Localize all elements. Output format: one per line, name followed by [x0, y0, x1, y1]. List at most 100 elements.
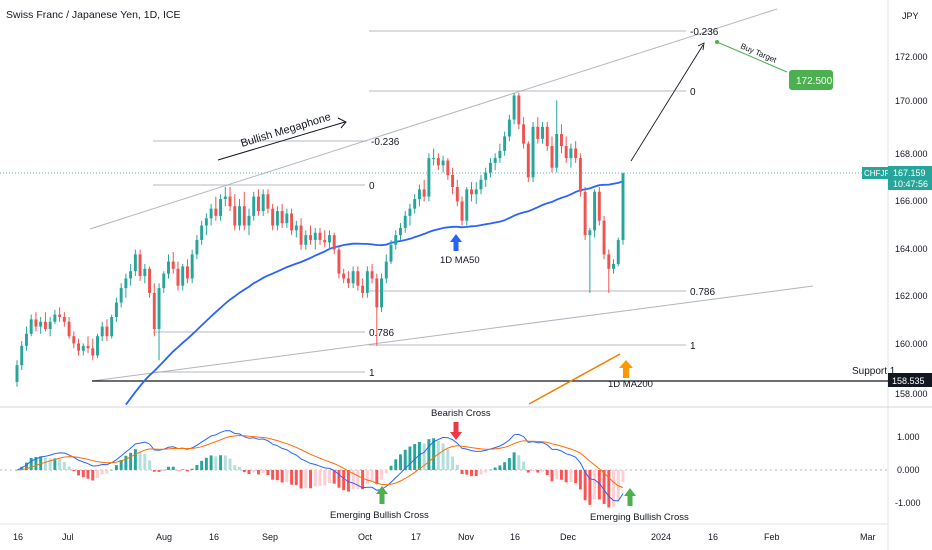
- histogram-bar: [403, 449, 407, 470]
- time-tick: 16: [209, 532, 219, 542]
- candle-body: [555, 134, 559, 168]
- histogram-bar: [597, 470, 601, 500]
- candle-body: [143, 268, 147, 277]
- histogram-bar: [261, 470, 265, 474]
- histogram-bar: [39, 456, 43, 470]
- candle-body: [129, 271, 133, 279]
- candle-body: [48, 321, 52, 330]
- histogram-bar: [399, 454, 402, 470]
- histogram-bar: [105, 470, 109, 474]
- current-price-value: 167.159: [893, 168, 926, 178]
- histogram-bar: [143, 453, 147, 470]
- histogram-bar: [25, 462, 28, 470]
- candle-body: [451, 174, 455, 187]
- histogram-bar: [152, 470, 156, 472]
- histogram-bar: [219, 455, 223, 470]
- histogram-bar: [157, 470, 161, 472]
- candle-body: [290, 213, 294, 231]
- histogram-bar: [176, 470, 180, 471]
- time-tick: 16: [13, 532, 23, 542]
- histogram-bar: [204, 457, 208, 470]
- price-tick: 166.000: [895, 196, 928, 206]
- histogram-bar: [559, 470, 563, 480]
- candle-body: [493, 158, 497, 163]
- histogram-bar: [536, 470, 540, 473]
- histogram-bar: [252, 470, 256, 473]
- candle-body: [588, 230, 592, 236]
- histogram-bar: [181, 469, 185, 470]
- candle-body: [133, 254, 137, 272]
- histogram-bar: [493, 467, 497, 470]
- histogram-bar: [328, 470, 331, 484]
- candle-body: [294, 225, 298, 231]
- fib-label: 0: [369, 181, 375, 192]
- candle-body: [280, 211, 284, 224]
- candle-body: [346, 278, 350, 284]
- histogram-bar: [455, 464, 459, 470]
- ma200-arrow-icon: [619, 360, 633, 378]
- histogram-bar: [470, 470, 473, 476]
- candle-body: [313, 232, 317, 240]
- histogram-bar: [129, 452, 133, 470]
- candle-body: [507, 119, 511, 137]
- candle-body: [365, 271, 369, 293]
- candle-body: [233, 206, 237, 226]
- candle-body: [110, 316, 114, 337]
- candle-body: [607, 254, 611, 269]
- target-badge-text: 172.500: [796, 76, 833, 87]
- candle-body: [304, 235, 308, 245]
- bearish-cross-label: Bearish Cross: [431, 408, 491, 419]
- candle-body: [559, 134, 563, 147]
- candle-body: [328, 235, 331, 243]
- histogram-bar: [275, 470, 279, 481]
- candle-body: [545, 126, 549, 147]
- histogram-bar: [593, 470, 597, 500]
- histogram-bar: [522, 461, 526, 470]
- histogram-bar: [242, 470, 246, 472]
- candle-body: [200, 225, 204, 240]
- candle-body: [309, 235, 312, 240]
- candle-body: [86, 345, 90, 349]
- histogram-bar: [133, 449, 137, 470]
- fib-label: 0: [690, 87, 696, 98]
- histogram-bar: [294, 470, 298, 486]
- candle-body: [72, 336, 76, 344]
- time-tick: Mar: [860, 532, 876, 542]
- support-label: Support 1: [852, 366, 896, 377]
- candle-body: [455, 186, 459, 202]
- price-tick: 164.000: [895, 244, 928, 254]
- fib-label: 0.786: [690, 287, 715, 298]
- histogram-bar: [612, 470, 615, 507]
- candle-body: [361, 285, 365, 293]
- candle-body: [261, 194, 265, 212]
- candle-body: [190, 254, 194, 279]
- candle-body: [384, 261, 388, 279]
- time-tick: 2024: [651, 532, 671, 542]
- price-tick: 172.000: [895, 52, 928, 62]
- fib-set-1: -0.236 0 0.786 1: [153, 137, 400, 379]
- candle-body: [318, 232, 322, 240]
- candle-body: [597, 191, 601, 221]
- candle-body: [399, 227, 402, 236]
- histogram-bar: [138, 452, 142, 470]
- histogram-bar: [48, 458, 52, 470]
- ma50-label: 1D MA50: [440, 255, 480, 266]
- candle-body: [204, 218, 208, 226]
- histogram-bar: [67, 466, 71, 470]
- candle-body: [39, 321, 43, 327]
- ma200-label: 1D MA200: [608, 379, 653, 390]
- candle-body: [29, 319, 33, 334]
- histogram-bar: [370, 470, 374, 482]
- ma50-line-group: [125, 180, 624, 406]
- histogram-bar: [81, 470, 85, 478]
- candle-body: [209, 208, 213, 219]
- histogram-bar: [621, 470, 625, 483]
- candle-body: [271, 208, 275, 226]
- histogram-bar: [460, 470, 464, 475]
- candle-body: [408, 208, 412, 216]
- histogram-bar: [389, 465, 393, 470]
- histogram-bar: [498, 465, 502, 470]
- candle-body: [512, 95, 516, 120]
